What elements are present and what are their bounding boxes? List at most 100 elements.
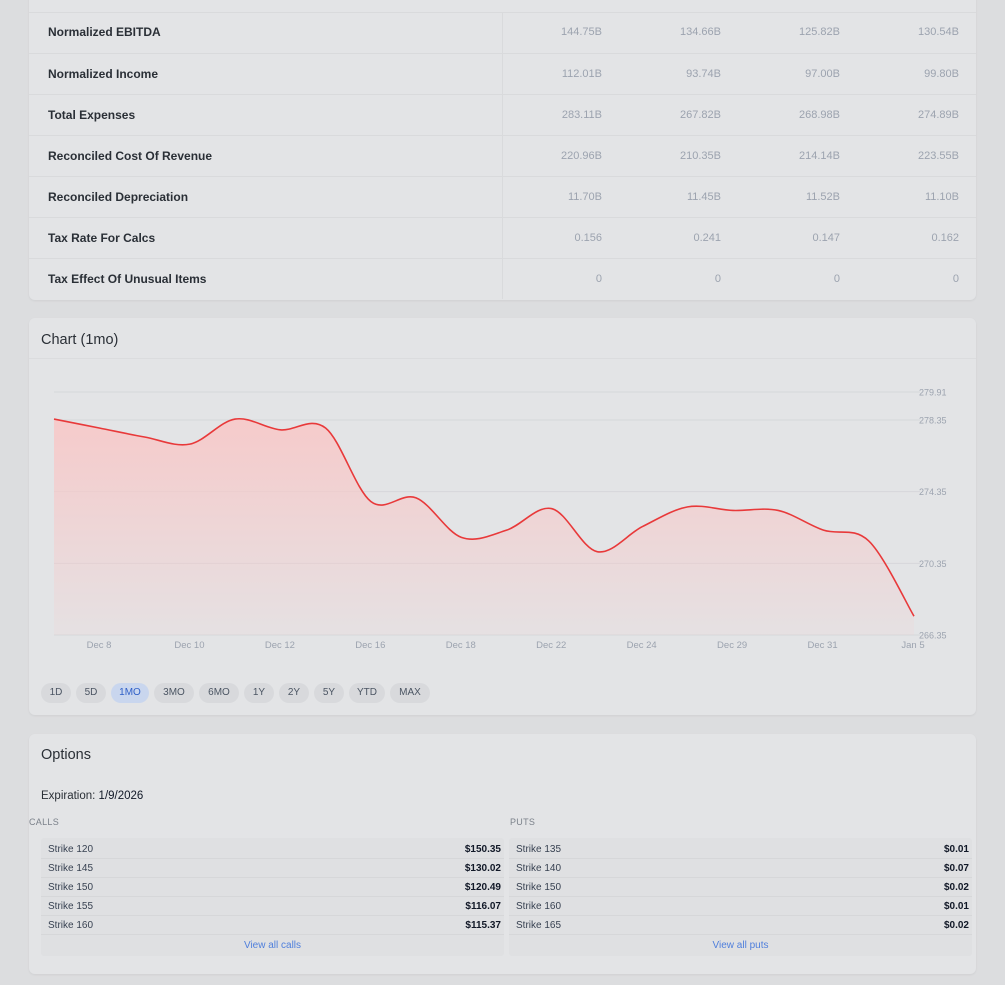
financials-column-divider bbox=[502, 218, 503, 258]
financials-row: Normalized Income 112.01B 93.74B 97.00B 99.8… bbox=[29, 53, 976, 94]
financials-cell: 283.11B bbox=[561, 109, 602, 121]
chart-title-divider bbox=[29, 358, 976, 359]
financials-cell: 144.75B bbox=[561, 26, 602, 38]
range-button-5d[interactable]: 5D bbox=[76, 683, 106, 703]
financials-cell: 11.10B bbox=[924, 191, 959, 203]
range-button-6mo[interactable]: 6MO bbox=[199, 683, 239, 703]
financials-cell: 112.01B bbox=[561, 68, 602, 80]
y-tick-label: 270.35 bbox=[919, 559, 947, 569]
financials-cell: 0 bbox=[595, 273, 602, 285]
financials-column-divider bbox=[502, 12, 503, 53]
put-row[interactable]: Strike 140 $0.07 bbox=[509, 859, 972, 878]
financials-cell: 11.45B bbox=[686, 191, 721, 203]
range-button-2y[interactable]: 2Y bbox=[279, 683, 309, 703]
financials-cell: 274.89B bbox=[918, 109, 959, 121]
financials-row: Normalized EBITDA 144.75B 134.66B 125.82B 13… bbox=[29, 12, 976, 53]
option-price: $0.01 bbox=[943, 901, 969, 912]
option-price: $116.07 bbox=[465, 901, 501, 912]
x-tick-label: Dec 12 bbox=[265, 640, 295, 651]
option-price: $0.02 bbox=[943, 882, 969, 893]
financials-row: Tax Rate For Calcs 0.156 0.241 0.147 0.162 bbox=[29, 217, 976, 258]
x-tick-label: Dec 29 bbox=[717, 640, 747, 651]
x-tick-label: Jan 5 bbox=[901, 640, 924, 651]
financials-cell: 134.66B bbox=[680, 26, 721, 38]
financials-cell: 0.241 bbox=[693, 232, 721, 244]
calls-list: Strike 120 $150.35 Strike 145 $130.02 Strike… bbox=[41, 838, 504, 956]
financials-row: Reconciled Depreciation 11.70B 11.45B 11.52… bbox=[29, 176, 976, 217]
financials-row-label: Tax Rate For Calcs bbox=[48, 231, 156, 245]
financials-row-label: Reconciled Cost Of Revenue bbox=[48, 149, 213, 163]
option-price: $150.35 bbox=[464, 844, 501, 855]
strike-label: Strike 165 bbox=[516, 920, 562, 931]
call-row[interactable]: Strike 150 $120.49 bbox=[41, 878, 504, 897]
range-button-max[interactable]: MAX bbox=[390, 683, 430, 703]
financials-column-divider bbox=[502, 259, 503, 299]
option-price: $115.37 bbox=[465, 920, 501, 931]
strike-label: Strike 160 bbox=[48, 920, 94, 931]
strike-label: Strike 150 bbox=[48, 882, 94, 893]
put-row[interactable]: Strike 150 $0.02 bbox=[509, 878, 972, 897]
financials-table: Normalized EBITDA 144.75B 134.66B 125.82B 13… bbox=[29, 0, 976, 300]
strike-label: Strike 135 bbox=[516, 844, 562, 855]
strike-label: Strike 155 bbox=[48, 901, 94, 912]
x-tick-label: Dec 10 bbox=[174, 640, 204, 651]
call-row[interactable]: Strike 145 $130.02 bbox=[41, 859, 504, 878]
price-chart: 266.35 270.35 274.35 278.35 279.91 Dec 8 Dec 1… bbox=[53, 388, 947, 651]
view-all-calls-link[interactable]: View all calls bbox=[243, 940, 302, 951]
financials-cell: 0.147 bbox=[812, 232, 840, 244]
strike-label: Strike 120 bbox=[48, 844, 94, 855]
y-tick-label: 279.91 bbox=[919, 388, 947, 398]
chart-title: Chart (1mo) bbox=[41, 332, 119, 348]
financials-cell: 130.54B bbox=[918, 26, 959, 38]
financials-cell: 93.74B bbox=[686, 68, 721, 80]
financials-row-label: Tax Effect Of Unusual Items bbox=[48, 272, 207, 286]
financials-cell: 0.162 bbox=[931, 232, 959, 244]
option-price: $0.01 bbox=[943, 844, 969, 855]
x-tick-label: Dec 18 bbox=[446, 640, 476, 651]
put-row[interactable]: Strike 165 $0.02 bbox=[509, 916, 972, 935]
financials-cell: 214.14B bbox=[799, 150, 840, 162]
financials-cell: 267.82B bbox=[680, 109, 721, 121]
financials-cell: 268.98B bbox=[799, 109, 840, 121]
call-row[interactable]: Strike 120 $150.35 bbox=[41, 840, 504, 859]
chart-card: Chart (1mo) 266.35 270.35 274.35 278.35 279.… bbox=[29, 318, 976, 715]
financials-cell: 11.70B bbox=[567, 191, 602, 203]
option-price: $0.07 bbox=[943, 863, 969, 874]
option-price: $130.02 bbox=[464, 863, 501, 874]
options-card: Options Expiration: 1/9/2026 CALLS PUTS … bbox=[29, 734, 976, 974]
view-all-puts-link[interactable]: View all puts bbox=[712, 940, 769, 951]
x-tick-label: Dec 31 bbox=[808, 640, 838, 651]
financials-cell: 0 bbox=[714, 273, 721, 285]
financials-row: Reconciled Cost Of Revenue 220.96B 210.35B… bbox=[29, 135, 976, 176]
x-tick-label: Dec 24 bbox=[627, 640, 657, 651]
y-tick-label: 278.35 bbox=[919, 415, 947, 425]
range-button-3mo[interactable]: 3MO bbox=[154, 683, 194, 703]
strike-label: Strike 150 bbox=[516, 882, 562, 893]
financials-row-label: Normalized EBITDA bbox=[48, 25, 161, 39]
put-row[interactable]: Strike 160 $0.01 bbox=[509, 897, 972, 916]
expiration-date: 1/9/2026 bbox=[98, 790, 144, 802]
call-row[interactable]: Strike 155 $116.07 bbox=[41, 897, 504, 916]
puts-list: Strike 135 $0.01 Strike 140 $0.07 Strike 150… bbox=[509, 838, 972, 956]
puts-title: PUTS bbox=[510, 817, 536, 827]
call-row[interactable]: Strike 160 $115.37 bbox=[41, 916, 504, 935]
put-row[interactable]: Strike 135 $0.01 bbox=[509, 840, 972, 859]
range-button-1y[interactable]: 1Y bbox=[244, 683, 274, 703]
range-button-5y[interactable]: 5Y bbox=[314, 683, 344, 703]
range-button-ytd[interactable]: YTD bbox=[349, 683, 385, 703]
financials-column-divider bbox=[502, 177, 503, 217]
financials-cell: 99.80B bbox=[924, 68, 959, 80]
range-button-1mo[interactable]: 1MO bbox=[111, 683, 149, 703]
financials-row-label: Reconciled Depreciation bbox=[48, 190, 189, 204]
financials-column-divider bbox=[502, 95, 503, 135]
financials-cell: 97.00B bbox=[805, 68, 840, 80]
x-tick-label: Dec 16 bbox=[355, 640, 385, 651]
options-title: Options bbox=[41, 747, 91, 763]
financials-column-divider bbox=[502, 54, 503, 94]
x-tick-label: Dec 8 bbox=[87, 640, 112, 651]
price-area bbox=[54, 418, 914, 635]
calls-title: CALLS bbox=[29, 817, 60, 827]
financials-top-border bbox=[29, 12, 976, 13]
financials-cell: 0 bbox=[952, 273, 959, 285]
range-button-1d[interactable]: 1D bbox=[41, 683, 71, 703]
